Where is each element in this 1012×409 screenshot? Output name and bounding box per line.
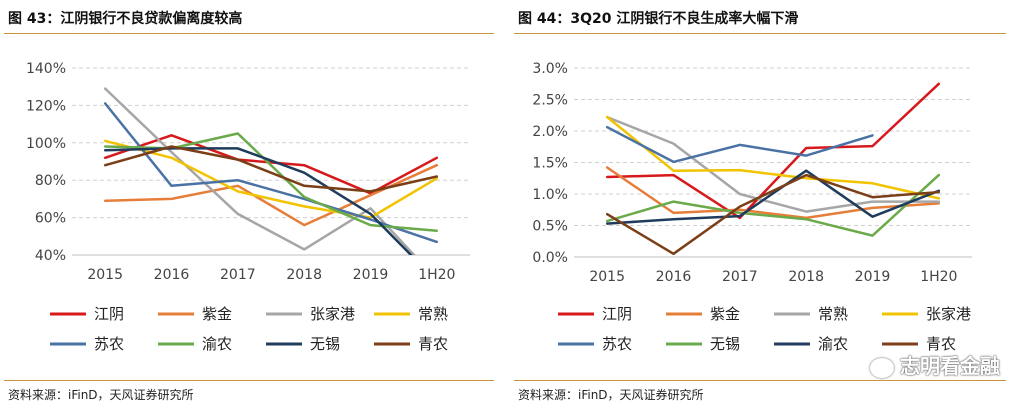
y-tick-label: 3.0%: [532, 61, 568, 77]
x-tick-label: 2017: [722, 269, 758, 285]
legend-label: 江阴: [94, 305, 124, 323]
y-tick-label: 40%: [35, 248, 66, 264]
series-line-无锡: [605, 173, 941, 237]
x-tick-label: 2016: [656, 269, 692, 285]
series-line-青农: [605, 173, 941, 256]
x-tick-label: 1H20: [418, 267, 455, 283]
left-source-note: 资料来源：iFinD，天风证券研究所: [8, 388, 194, 402]
y-tick-label: 60%: [35, 211, 66, 227]
right-source-note: 资料来源：iFinD，天风证券研究所: [518, 388, 704, 402]
x-tick-label: 2018: [788, 269, 824, 285]
series-line-江阴: [103, 134, 439, 195]
x-tick-label: 2016: [154, 267, 190, 283]
y-tick-label: 0.0%: [532, 250, 568, 266]
left-figure-title: 图 43：江阴银行不良贷款偏离度较高: [8, 11, 243, 27]
x-tick-label: 1H20: [920, 269, 957, 285]
left-line-chart: 40% 60% 80% 100% 120% 140% 2015 2016 2017 2018 201…: [26, 61, 470, 353]
legend-label: 江阴: [602, 305, 632, 323]
y-tick-label: 80%: [35, 173, 66, 189]
series-line-苏农: [103, 102, 439, 244]
series-group: [605, 82, 941, 256]
x-tick-label: 2015: [589, 269, 625, 285]
series-line-无锡: [103, 147, 413, 255]
legend-label: 苏农: [94, 335, 124, 353]
series-line-苏农: [605, 125, 874, 164]
legend-label: 紫金: [202, 305, 232, 323]
x-tick-label: 2019: [353, 267, 389, 283]
series-line-张家港: [103, 87, 416, 255]
series-line-江阴: [605, 82, 941, 220]
right-line-chart: 0.0% 0.5% 1.0% 1.5% 2.0% 2.5% 3.0% 2015 2016 2017…: [532, 61, 972, 353]
series-line-紫金: [103, 163, 439, 227]
right-figure-panel: 图 44：3Q20 江阴银行不良生成率大幅下滑 0.0% 0.5% 1.0% 1.5%…: [510, 0, 1012, 409]
series-line-张家港: [605, 115, 941, 200]
series-line-青农: [103, 145, 439, 193]
series-line-常熟: [103, 139, 439, 219]
right-figure-title: 图 44：3Q20 江阴银行不良生成率大幅下滑: [518, 11, 799, 27]
series-line-渝农: [605, 169, 941, 225]
watermark: 志明看金融: [870, 350, 1000, 379]
left-source-rule: [4, 380, 494, 381]
legend-label: 张家港: [310, 305, 355, 323]
y-tick-label: 1.0%: [532, 187, 568, 203]
legend-label: 无锡: [710, 335, 740, 353]
watermark-text: 志明看金融: [900, 354, 1000, 378]
series-line-常熟: [605, 115, 941, 213]
y-tick-label: 2.5%: [532, 93, 568, 109]
y-tick-label: 2.0%: [532, 124, 568, 140]
legend-label: 苏农: [602, 335, 632, 353]
wechat-icon: [870, 357, 894, 378]
x-tick-label: 2015: [87, 267, 123, 283]
legend-label: 青农: [418, 335, 448, 353]
y-tick-label: 120%: [26, 98, 66, 114]
y-tick-label: 100%: [26, 136, 66, 152]
right-title-rule: [514, 33, 1006, 34]
left-title-rule: [4, 33, 494, 34]
legend-label: 常熟: [818, 305, 848, 323]
y-tick-label: 140%: [26, 61, 66, 77]
legend-label: 渝农: [202, 335, 232, 353]
x-tick-label: 2019: [855, 269, 891, 285]
right-source-rule: [514, 380, 1006, 381]
left-figure-panel: 图 43：江阴银行不良贷款偏离度较高 40% 60% 80% 100% 120% 140%…: [0, 0, 500, 409]
series-group: [103, 87, 439, 255]
legend-label: 紫金: [710, 305, 740, 323]
x-tick-label: 2017: [220, 267, 256, 283]
legend-label: 常熟: [418, 305, 448, 323]
legend-label: 渝农: [818, 335, 848, 353]
legend-label: 无锡: [310, 335, 340, 353]
legend-label: 张家港: [926, 305, 971, 323]
x-tick-label: 2018: [286, 267, 322, 283]
legend-label: 青农: [926, 335, 956, 353]
y-tick-label: 0.5%: [532, 219, 568, 235]
y-tick-label: 1.5%: [532, 156, 568, 172]
